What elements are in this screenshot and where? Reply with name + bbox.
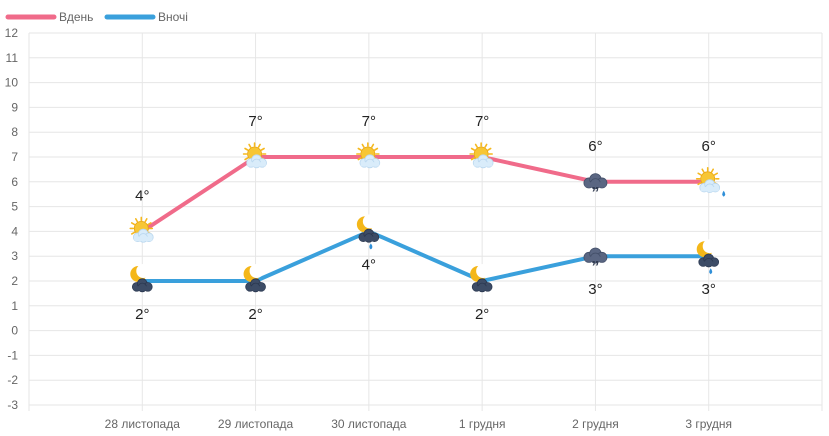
sun-cloud-icon [129,216,154,243]
data-label: 6° [702,138,716,155]
y-tick-label: 7 [11,150,18,164]
grid [28,32,823,411]
moon-cloud-rain-icon [696,239,720,275]
y-tick-label: 4 [11,224,18,238]
sun-cloud-icon [242,142,267,169]
svg-text:”: ” [591,185,599,202]
x-tick-label: 29 листопада [218,417,294,431]
y-tick-label: 10 [5,76,19,90]
data-label: 2° [475,306,489,323]
y-tick-label: 9 [11,100,18,114]
y-tick-label: -2 [7,373,18,387]
y-tick-label: 12 [5,26,19,40]
legend: Вдень Вночі [5,10,188,24]
data-label: 4° [362,256,376,273]
moon-cloud-icon [470,264,493,293]
moon-cloud-icon [243,264,266,293]
x-tick-label: 1 грудня [459,417,506,431]
x-tick-label: 3 грудня [685,417,732,431]
x-tick-label: 2 грудня [572,417,619,431]
sun-cloud-rain-icon [695,167,726,197]
data-label: 7° [362,113,376,130]
data-label: 7° [475,113,489,130]
y-tick-label: 0 [11,324,18,338]
y-tick-label: 11 [6,51,19,65]
data-label: 6° [588,138,602,155]
series-0 [140,155,711,234]
y-tick-label: -1 [7,348,18,362]
legend-label: Вдень [59,10,93,24]
x-tick-label: 28 листопада [105,417,181,431]
data-label: 2° [135,306,149,323]
data-label: 3° [702,281,716,298]
series-1 [140,229,711,283]
data-label: 4° [135,187,149,204]
y-tick-label: -3 [7,398,18,412]
x-tick-label: 30 листопада [331,417,407,431]
data-label: 2° [248,306,262,323]
sun-cloud-icon [469,142,494,169]
y-tick-label: 2 [11,274,18,288]
series-line [140,229,711,283]
moon-cloud-icon [130,264,153,293]
moon-cloud-rain-icon [356,214,380,250]
data-label: 7° [248,113,262,130]
y-tick-label: 8 [11,125,18,139]
y-tick-label: 5 [11,200,18,214]
sun-cloud-icon [356,142,381,169]
y-tick-label: 1 [11,299,18,313]
drizzle-cloud-icon: ” [583,173,608,202]
x-axis: 28 листопада 29 листопада 30 листопада 1 гр… [105,417,732,431]
data-label: 3° [588,281,602,298]
svg-text:”: ” [591,259,599,276]
y-tick-label: 6 [11,175,18,189]
legend-label: Вночі [158,10,188,24]
drizzle-cloud-icon: ” [583,247,608,276]
y-tick-label: 3 [11,249,18,263]
series-line [140,155,711,234]
